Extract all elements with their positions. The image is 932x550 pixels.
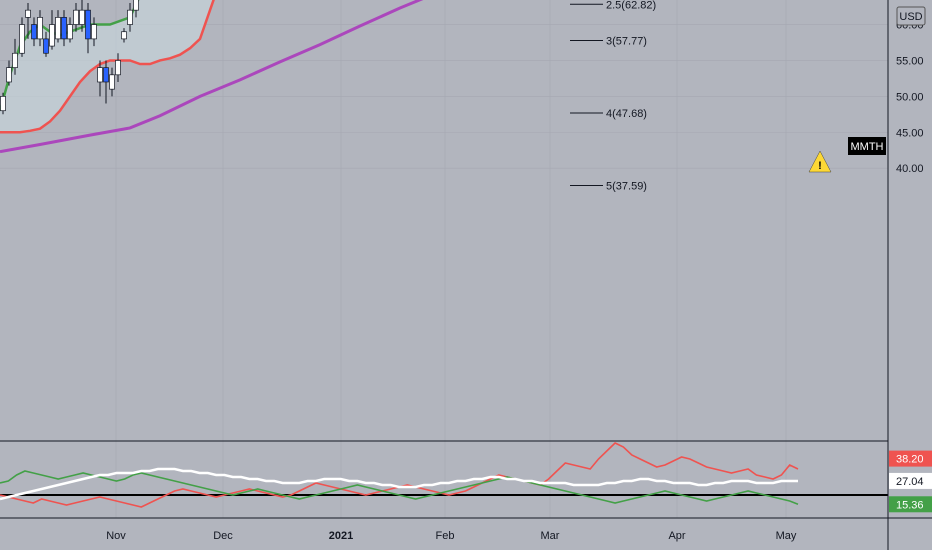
axis-tick-label: 45.00 [896,127,924,139]
candle-body [43,38,49,54]
candle-body [91,24,97,40]
candle[interactable] [49,10,55,50]
candle[interactable] [25,2,31,39]
time-tick-label: Feb [436,530,455,542]
candle[interactable] [6,60,12,86]
candle-body [133,0,139,11]
candle[interactable] [127,2,133,32]
time-tick-label: Nov [106,530,126,542]
candle-body [19,24,25,54]
candle-body [31,24,37,40]
fib-label: 5(37.59) [606,180,647,192]
candle[interactable] [133,0,139,18]
lower-band-line [0,0,215,134]
svg-text:!: ! [818,160,822,172]
candle-body [73,9,79,25]
fib-levels: 0(88.04)0.5(83.00)0.6181(77.95)2(67.86)2… [570,0,656,192]
candle-body [103,67,109,83]
fib-label: 3(57.77) [606,36,647,48]
candle[interactable] [0,92,6,115]
symbol-label: MMTH [851,141,884,153]
time-tick-label: Apr [668,530,685,542]
candle-body [25,9,31,18]
candle[interactable] [31,17,37,47]
candle[interactable] [37,10,43,47]
currency-label: USD [899,11,922,23]
candle[interactable] [19,17,25,57]
candle[interactable] [67,17,73,43]
long-ma-line [0,0,424,154]
candle[interactable] [12,38,18,75]
candles[interactable] [0,0,799,115]
candle-body [121,31,127,40]
time-tick-label: 2021 [329,530,353,542]
candle-body [97,67,103,83]
candle[interactable] [97,60,103,97]
indicator-price-label: 38.20 [889,450,932,467]
axis-tick-label: 40.00 [896,163,924,175]
indicator-price-label-text: 15.36 [896,499,924,511]
candle[interactable] [79,0,85,32]
candle-body [37,17,43,40]
fib-label: 2.5(62.82) [606,0,656,11]
axis-tick-label: 50.00 [896,91,924,103]
candle-body [49,24,55,47]
indicator-price-label-bg [889,450,932,467]
indicator-series-white [0,467,798,501]
time-tick-label: Mar [541,530,560,542]
indicator-price-label-text: 27.04 [896,476,924,488]
currency-badge[interactable]: USD [896,6,926,26]
time-tick-label: May [776,530,797,542]
candle-body [127,9,133,25]
candle[interactable] [73,2,79,32]
candle[interactable] [91,17,97,47]
candle-body [115,60,121,76]
indicator-series-green [0,470,799,505]
candle[interactable] [103,60,109,104]
candle-body [109,74,115,90]
candle[interactable] [55,10,61,43]
candle[interactable] [61,10,67,47]
candle-body [85,9,91,40]
indicator-price-label-bg [889,496,932,513]
axis-background [888,0,932,550]
candle-body [55,17,61,40]
time-axis: Nov Dec 2021 Feb Mar Apr May [0,517,932,542]
candle-body [6,67,12,83]
axis-tick-label: 55.00 [896,55,924,67]
candle-body [12,52,18,68]
fib-label: 4(47.68) [606,108,647,120]
price-axis: 40.0045.0050.0055.0060.0065.0070.0075.00… [887,0,932,550]
indicator-price-label-text: 38.20 [896,454,924,466]
candle[interactable] [43,31,49,57]
symbol-badge[interactable]: MMTH [848,137,886,155]
candle-body [61,17,67,40]
indicator-price-label-bg [889,472,932,489]
time-tick-label: Dec [213,530,233,542]
candle-body [0,95,6,112]
candle[interactable] [109,67,115,97]
indicator-price-label: 27.04 [889,472,932,489]
candle[interactable] [85,2,91,54]
candle-body [79,9,85,25]
indicator-panel [0,440,932,508]
indicator-price-label: 15.36 [889,496,932,513]
candle[interactable] [115,53,121,82]
candle[interactable] [121,28,127,43]
warning-icon[interactable]: ! [808,150,832,173]
candle-body [67,24,73,40]
